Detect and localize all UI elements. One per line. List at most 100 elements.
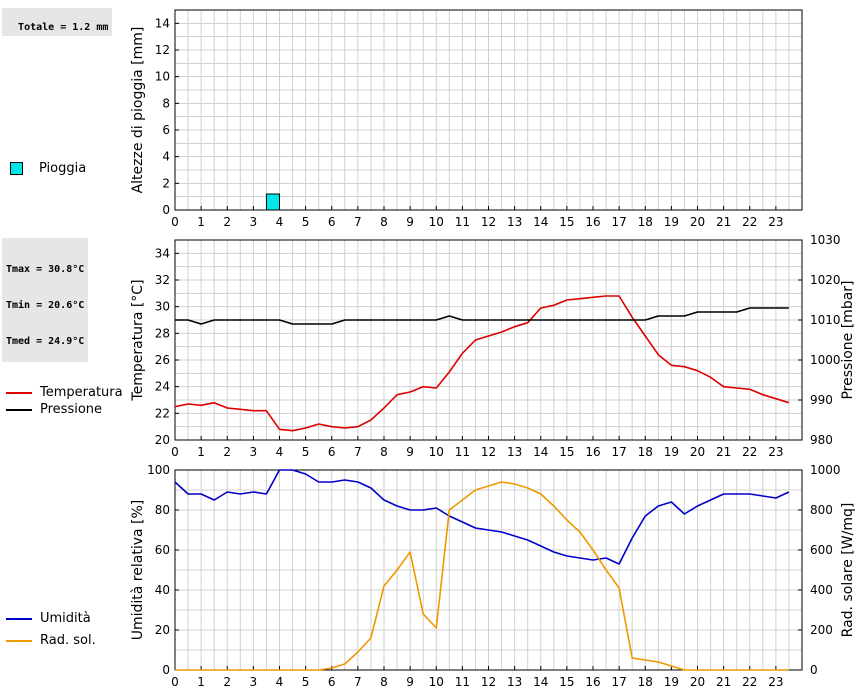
x-tick-label: 11 (455, 215, 470, 229)
y-tick-label: 8 (162, 96, 170, 110)
y2-tick-label: 1030 (810, 233, 841, 247)
x-tick-label: 3 (250, 215, 258, 229)
x-tick-label: 22 (742, 445, 757, 459)
x-tick-label: 5 (302, 445, 310, 459)
y2-tick-label: 1010 (810, 313, 841, 327)
y2-axis-label: Pressione [mbar] (840, 280, 856, 399)
y-tick-label: 10 (155, 70, 170, 84)
series-line-rad-sol (175, 481, 789, 671)
x-tick-label: 14 (533, 215, 548, 229)
y-tick-label: 80 (155, 503, 170, 517)
x-tick-label: 8 (380, 445, 388, 459)
x-tick-label: 21 (716, 215, 731, 229)
x-tick-label: 2 (223, 445, 231, 459)
x-tick-label: 6 (328, 215, 336, 229)
y2-tick-label: 1000 (810, 353, 841, 367)
y-tick-label: 34 (155, 246, 170, 260)
y-axis-label: Temperatura [°C] (130, 279, 146, 401)
legend-swatch-rain (10, 162, 23, 175)
x-tick-label: 13 (507, 675, 522, 689)
y2-axis-label: Rad. solare [W/mq] (840, 503, 856, 638)
x-tick-label: 7 (354, 215, 362, 229)
x-tick-label: 14 (533, 445, 548, 459)
x-tick-label: 8 (380, 215, 388, 229)
x-tick-label: 16 (585, 445, 600, 459)
y2-tick-label: 1020 (810, 273, 841, 287)
x-tick-label: 19 (664, 445, 679, 459)
temperature-stats-box: Tmax = 30.8°C Tmin = 20.6°C Tmed = 24.9°… (2, 238, 89, 362)
series-line-temperatura (174, 295, 790, 432)
legend-label-temperature: Temperatura (40, 385, 123, 400)
x-tick-label: 18 (638, 215, 653, 229)
series-line-pressione (175, 307, 789, 325)
legend-label-radiation: Rad. sol. (40, 633, 96, 648)
x-tick-label: 9 (406, 675, 414, 689)
x-tick-label: 0 (171, 215, 179, 229)
x-tick-label: 13 (507, 215, 522, 229)
x-tick-label: 16 (585, 675, 600, 689)
x-tick-label: 17 (611, 675, 626, 689)
panel-hum: 0 1 2 3 4 5 6 7 8 9 10 11 12 13 14 15 16 17 18 19 20 21 22 2302… (130, 463, 856, 689)
x-tick-label: 4 (276, 215, 284, 229)
x-tick-label: 23 (768, 675, 783, 689)
x-tick-label: 19 (664, 675, 679, 689)
y2-tick-label: 1000 (810, 463, 841, 477)
y-tick-label: 20 (155, 623, 170, 637)
legend-label-humidity: Umidità (40, 611, 91, 626)
x-tick-label: 10 (429, 445, 444, 459)
x-tick-label: 8 (380, 675, 388, 689)
tmed-label: Tmed = 24.9°C (6, 336, 85, 347)
y-tick-label: 22 (155, 406, 170, 420)
x-tick-label: 14 (533, 675, 548, 689)
tmin-label: Tmin = 20.6°C (6, 300, 85, 311)
x-tick-label: 12 (481, 215, 496, 229)
x-tick-label: 9 (406, 215, 414, 229)
y-tick-label: 26 (155, 353, 170, 367)
y-tick-label: 30 (155, 300, 170, 314)
legend-label-rain: Pioggia (39, 161, 87, 176)
x-tick-label: 6 (328, 445, 336, 459)
x-tick-label: 0 (171, 675, 179, 689)
x-tick-label: 22 (742, 675, 757, 689)
x-tick-label: 20 (690, 675, 705, 689)
y2-tick-label: 980 (810, 433, 833, 447)
x-tick-label: 7 (354, 445, 362, 459)
panel-temp: 0 1 2 3 4 5 6 7 8 9 10 11 12 13 14 15 16 17 18 19 20 21 22 2320… (130, 233, 856, 459)
x-tick-label: 20 (690, 215, 705, 229)
y-tick-label: 20 (155, 433, 170, 447)
legend-swatch-pressure (6, 408, 32, 411)
legend-humidity: Umidità (6, 611, 91, 626)
series-line-umidit (174, 469, 790, 565)
x-tick-label: 12 (481, 445, 496, 459)
y-tick-label: 12 (155, 43, 170, 57)
y-tick-label: 0 (162, 663, 170, 677)
x-tick-label: 20 (690, 445, 705, 459)
y-tick-label: 6 (162, 123, 170, 137)
y-tick-label: 60 (155, 543, 170, 557)
rain-total-box: Totale = 1.2 mm (2, 8, 113, 36)
x-tick-label: 19 (664, 215, 679, 229)
x-tick-label: 15 (559, 445, 574, 459)
x-tick-label: 21 (716, 675, 731, 689)
rain-total-label: Totale = 1.2 mm (18, 22, 109, 33)
tmax-label: Tmax = 30.8°C (6, 264, 85, 275)
x-tick-label: 21 (716, 445, 731, 459)
x-tick-label: 13 (507, 445, 522, 459)
legend-pressure: Pressione (6, 402, 102, 417)
x-tick-label: 5 (302, 215, 310, 229)
x-tick-label: 12 (481, 675, 496, 689)
x-tick-label: 18 (638, 445, 653, 459)
legend-temperature: Temperatura (6, 385, 123, 400)
x-tick-label: 6 (328, 675, 336, 689)
x-tick-label: 3 (250, 675, 258, 689)
x-tick-label: 2 (223, 675, 231, 689)
y2-tick-label: 0 (810, 663, 818, 677)
y-tick-label: 100 (147, 463, 170, 477)
legend-swatch-temperature (6, 391, 32, 394)
x-tick-label: 11 (455, 675, 470, 689)
y-tick-label: 4 (162, 150, 170, 164)
y-tick-label: 28 (155, 326, 170, 340)
legend-rain: Pioggia (10, 161, 86, 176)
x-tick-label: 17 (611, 445, 626, 459)
